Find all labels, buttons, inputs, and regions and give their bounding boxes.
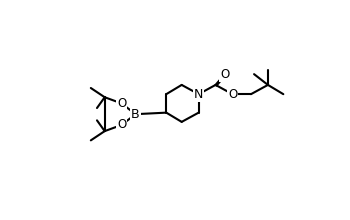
Text: O: O	[220, 68, 230, 81]
Text: O: O	[117, 118, 126, 132]
Text: N: N	[194, 88, 203, 101]
Text: O: O	[117, 97, 126, 110]
Text: O: O	[228, 88, 237, 101]
Text: B: B	[131, 108, 140, 121]
